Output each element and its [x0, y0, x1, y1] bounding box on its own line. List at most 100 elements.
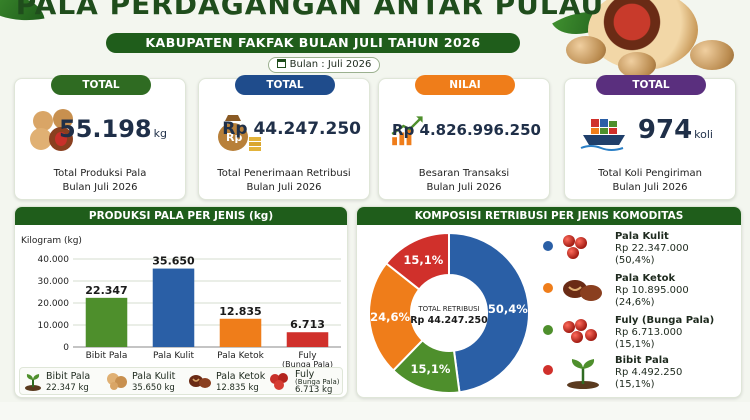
y-tick-label: 30.000	[38, 277, 70, 287]
card-caption: Total Koli Pengiriman Bulan Juli 2026	[598, 168, 702, 193]
nutmeg-fruit-icon	[575, 237, 587, 249]
nutmeg-icon	[30, 109, 73, 151]
mace-icon	[585, 329, 597, 341]
mace-icon	[270, 373, 288, 390]
pie-slice-label: 15,1%	[411, 362, 451, 376]
calendar-icon	[276, 59, 286, 68]
bar	[152, 268, 195, 347]
card-total-produksi: TOTAL PRODUKSI 55.198 kg Total Produksi P…	[14, 75, 186, 200]
pie-legend-item-bibit: Bibit Pala Rp 4.492.250 (15,1%)	[541, 355, 737, 395]
card-value: Rp 44.247.250	[222, 119, 361, 139]
footer-strip	[0, 402, 750, 420]
svg-text:Rp: Rp	[226, 131, 242, 144]
y-tick-label: 0	[63, 343, 69, 353]
card-title: TOTAL PENGIRIMAN	[596, 75, 706, 111]
bar-chart: Kilogram (kg) 0 10.000 20.000 30.000 40.000 22…	[21, 236, 341, 369]
x-tick-label: Pala Kulit	[153, 351, 195, 361]
legend-amount: Rp 6.713.000	[615, 327, 683, 338]
y-tick-label: 10.000	[38, 321, 70, 331]
pie-chart-panel: KOMPOSISI RETRIBUSI PER JENIS KOMODITAS …	[356, 206, 742, 398]
x-tick-sublabel: (Bunga Pala)	[282, 360, 333, 369]
bar-chart-title: PRODUKSI PALA PER JENIS (kg)	[15, 207, 347, 225]
bar-legend-box: Bibit Pala 22.347 kg Pala Kulit 35.650 k…	[19, 367, 343, 395]
mace-icon	[575, 319, 587, 331]
card-total-retribusi: TOTAL RETRIBUSI Rp Rp 44.247.250 Total P…	[198, 75, 370, 200]
legend-color-dot	[543, 365, 553, 375]
nutmeg-seed-image	[690, 40, 734, 70]
legend-name: Pala Kulit	[615, 231, 669, 242]
pie-chart-title: KOMPOSISI RETRIBUSI PER JENIS KOMODITAS	[357, 207, 741, 225]
x-tick-label: Fuly	[298, 351, 317, 361]
period-label: Bulan : Juli 2026	[289, 59, 372, 70]
legend-color-dot	[543, 283, 553, 293]
legend-percent: (15,1%)	[615, 379, 655, 390]
legend-percent: (50,4%)	[615, 255, 655, 266]
page-title: PALA PERDAGANGAN ANTAR PULAU	[15, 0, 605, 21]
legend-name: Fuly (Bunga Pala)	[615, 315, 715, 326]
nutmeg-icon	[107, 373, 127, 390]
bar-value-label: 22.347	[85, 284, 127, 297]
money-bag-icon: Rp	[218, 115, 261, 151]
bar-chart-panel: PRODUKSI PALA PER JENIS (kg) Kilogram (k…	[14, 206, 348, 398]
legend-value: 6.713 kg	[295, 385, 333, 395]
legend-name: Bibit Pala	[46, 371, 91, 382]
y-tick-label: 20.000	[38, 299, 70, 309]
card-title: NILAI TRANSAKSI	[415, 75, 515, 111]
legend-name: Bibit Pala	[615, 355, 669, 366]
mace-icon	[563, 321, 575, 333]
nutmeg-seed-icon	[189, 375, 211, 388]
legend-amount: Rp 10.895.000	[615, 285, 689, 296]
x-tick-label: Bibit Pala	[86, 351, 128, 361]
donut-center	[412, 276, 486, 350]
bar	[85, 297, 128, 347]
mace-icon	[571, 331, 583, 343]
bar	[286, 332, 329, 347]
nutmeg-seed-image	[566, 36, 606, 64]
seedling-icon	[25, 374, 41, 391]
y-tick-label: 40.000	[38, 255, 70, 265]
nutmeg-seed-image	[618, 52, 656, 78]
pie-slice	[448, 231, 530, 394]
pie-legend-item-ketok: Pala Ketok Rp 10.895.000 (24,6%)	[541, 273, 737, 313]
legend-name: Pala Ketok	[216, 371, 266, 382]
card-value: Rp 4.826.996.250	[392, 121, 541, 139]
pie-slice	[384, 231, 450, 291]
card-caption: Total Penerimaan Retribusi Bulan Juli 202…	[217, 168, 351, 193]
legend-value: 12.835 kg	[216, 383, 259, 393]
bar-value-label: 6.713	[290, 318, 325, 331]
legend-value: 35.650 kg	[132, 383, 175, 393]
card-caption: Besaran Transaksi Bulan Juli 2026	[418, 168, 510, 193]
legend-item-kulit: Pala Kulit 35.650 kg	[106, 371, 186, 393]
card-total-pengiriman: TOTAL PENGIRIMAN 974 koli Total Koli Peng…	[564, 75, 736, 200]
legend-amount: Rp 4.492.250	[615, 367, 683, 378]
nutmeg-fruit-icon	[563, 235, 575, 247]
card-caption: Total Produksi Pala Bulan Juli 2026	[53, 168, 147, 193]
pie-slice-label: 15,1%	[403, 253, 443, 267]
card-value: 974 koli	[637, 115, 713, 145]
growth-chart-icon	[391, 116, 423, 146]
legend-item-fuly: Fuly (Bunga Pala) 6.713 kg	[268, 369, 342, 395]
legend-item-bibit: Bibit Pala 22.347 kg	[24, 371, 102, 393]
period-badge: Bulan : Juli 2026	[268, 57, 380, 73]
card-value: 55.198 kg	[59, 115, 167, 143]
page-subtitle: KABUPATEN FAKFAK BULAN JULI TAHUN 2026	[106, 33, 520, 53]
x-tick-label: Pala Ketok	[217, 351, 264, 361]
pie-slice	[368, 261, 424, 372]
card-title: TOTAL PRODUKSI	[51, 75, 151, 111]
seedling-icon	[567, 359, 599, 389]
pie-chart: 50,4% 15,1% 24,6% 15,1% TOTAL RETRIBUSI Rp 44…	[368, 231, 530, 394]
card-title: TOTAL RETRIBUSI	[235, 75, 335, 111]
bar-value-label: 35.650	[152, 255, 195, 268]
legend-item-ketok: Pala Ketok 12.835 kg	[188, 371, 266, 393]
legend-name: Fuly	[295, 369, 315, 380]
legend-percent: (24,6%)	[615, 297, 655, 308]
legend-sub: (Bunga Pala)	[295, 378, 340, 386]
card-nilai-transaksi: NILAI TRANSAKSI Rp 4.826.996.250 Besaran…	[378, 75, 550, 200]
legend-name: Pala Ketok	[615, 273, 676, 284]
donut-center-value: Rp 44.247.250	[410, 315, 488, 326]
legend-name: Pala Kulit	[132, 371, 176, 382]
bar-value-label: 12.835	[219, 305, 261, 318]
donut-center-label: TOTAL RETRIBUSI	[417, 305, 479, 313]
nutmeg-fruit-icon	[567, 247, 579, 259]
legend-amount: Rp 22.347.000	[615, 243, 689, 254]
